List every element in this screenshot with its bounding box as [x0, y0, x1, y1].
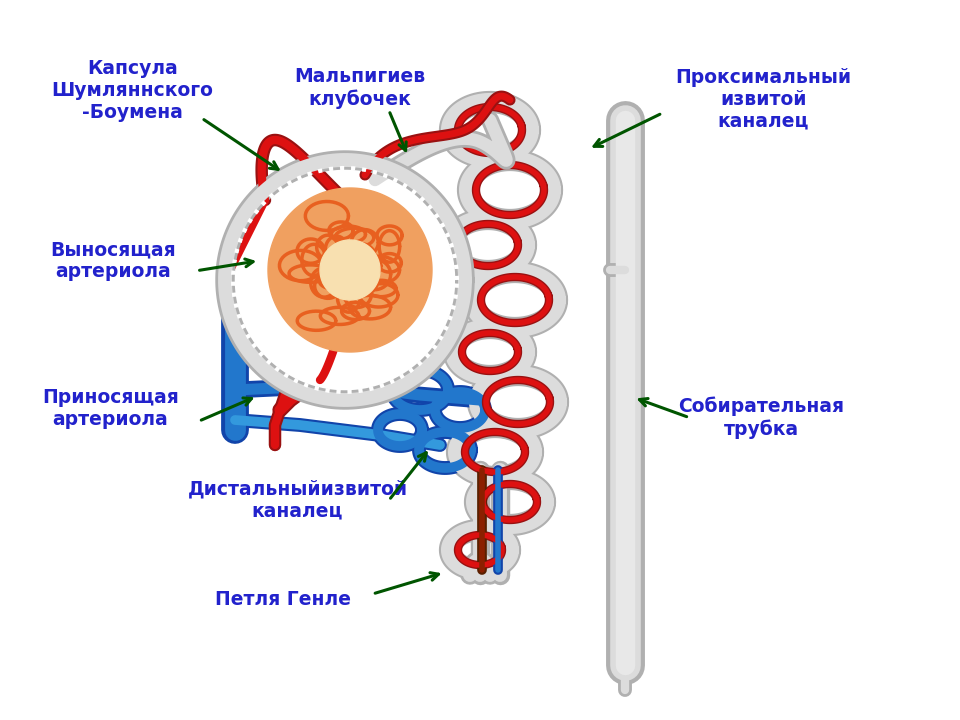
Text: Проксимальный
извитой
каналец: Проксимальный извитой каналец [675, 68, 852, 131]
Text: Собирательная
трубка: Собирательная трубка [679, 397, 844, 438]
Text: Петля Генле: Петля Генле [215, 590, 351, 608]
Text: Приносящая
артериола: Приносящая артериола [42, 389, 179, 429]
Text: Капсула
Шумляннского
-Боумена: Капсула Шумляннского -Боумена [52, 58, 213, 122]
Polygon shape [268, 188, 432, 352]
Polygon shape [320, 240, 380, 300]
Text: Выносящая
артериола: Выносящая артериола [51, 240, 176, 281]
Polygon shape [225, 160, 465, 400]
Text: Мальпигиев
клубочек: Мальпигиев клубочек [295, 67, 425, 109]
Text: Дистальныйизвитой
каналец: Дистальныйизвитой каналец [187, 480, 408, 521]
